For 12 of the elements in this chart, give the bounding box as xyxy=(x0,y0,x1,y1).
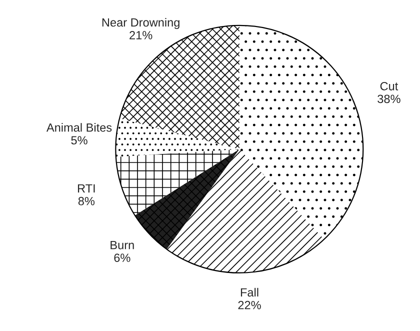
data-label: 5% xyxy=(71,136,88,144)
slice-label: Burn xyxy=(110,241,134,250)
slice-label: RTI xyxy=(78,184,95,192)
data-label: 21% xyxy=(130,31,152,40)
slice-label: Animal Bites xyxy=(46,123,112,132)
data-label: 8% xyxy=(78,196,95,206)
slice-label: Near Drowning xyxy=(102,18,180,29)
data-label: 38% xyxy=(378,94,400,104)
slice-label: Fall xyxy=(240,288,258,297)
slice-label: Cut xyxy=(380,82,398,90)
data-label: 6% xyxy=(114,254,130,262)
data-label: 22% xyxy=(238,300,261,310)
